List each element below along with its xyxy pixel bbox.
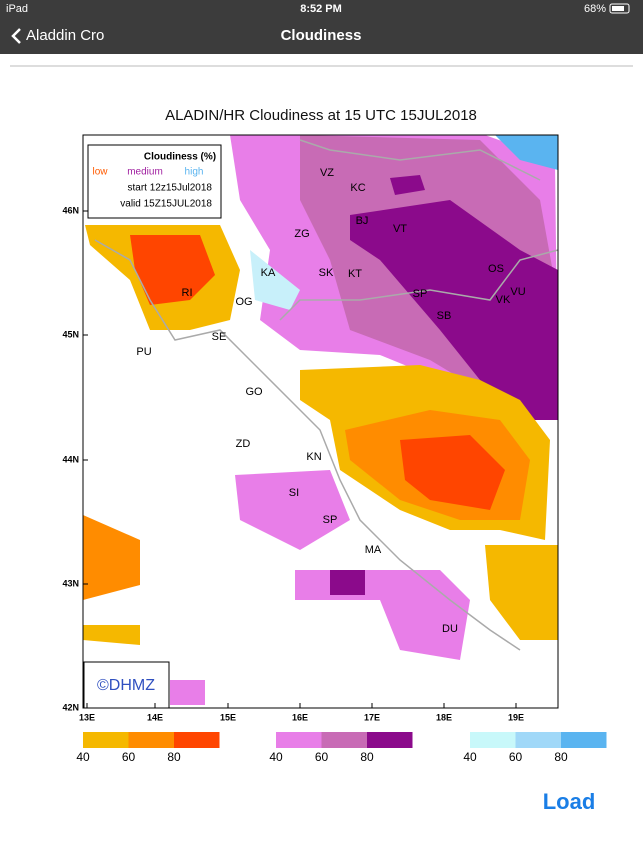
lon-label: 18E [436,712,452,722]
colorbar-label: 80 [554,750,568,764]
colorbar-segment [367,732,413,748]
place-label: SK [319,267,334,279]
legend-title: Cloudiness (%) [144,152,216,163]
place-label: KA [261,267,276,279]
colorbar-segment [128,732,174,748]
credit-box [83,661,170,709]
place-label: VZ [320,167,334,179]
cloud-low-low [485,545,558,640]
load-button[interactable]: Load [543,789,596,814]
place-label: VK [496,294,511,306]
cloud-medium-low [170,680,205,705]
place-label: PU [136,346,151,358]
map-title: ALADIN/HR Cloudiness at 15 UTC 15JUL2018 [165,107,477,124]
place-label: MA [365,544,382,556]
lon-label: 17E [364,712,380,722]
lon-label: 15E [220,712,236,722]
battery-level: 68% [584,3,606,15]
lat-label: 45N [62,329,79,339]
colorbar-label: 40 [269,750,283,764]
battery-icon [609,3,630,14]
colorbar-label: 60 [509,750,523,764]
cloud-high [495,135,558,170]
cloud-medium-high [350,200,558,420]
top-bar [0,0,643,54]
colorbar-label: 60 [122,750,136,764]
cloud-medium-high [390,175,425,195]
place-label: SP [323,514,338,526]
cloud-low-low [83,625,140,645]
place-label: ZD [236,438,251,450]
place-label: KC [350,182,365,194]
place-label: SP [413,288,428,300]
place-label: OG [235,296,252,308]
cloud-low-mid [83,515,140,600]
place-label: SE [212,331,227,343]
colorbar-segment [83,732,129,748]
lon-label: 19E [508,712,524,722]
border [279,249,559,321]
lon-label: 13E [79,712,95,722]
place-label: RI [182,287,193,299]
colorbar-label: 80 [360,750,374,764]
clock: 8:52 PM [300,3,342,15]
legend-box [87,144,222,219]
back-chevron[interactable] [11,28,21,44]
back-button[interactable]: Aladdin Cro [26,27,104,44]
device-name: iPad [6,3,28,15]
colorbar-segment [174,732,220,748]
coastline [94,239,521,651]
cloud-low-high [400,435,505,510]
lat-label: 42N [62,702,79,712]
colorbar-label: 40 [463,750,477,764]
map-frame [82,134,559,709]
lon-label: 16E [292,712,308,722]
cloud-low-high [130,235,215,305]
colorbar-label: 80 [167,750,181,764]
place-label: OS [488,263,504,275]
place-label: SB [437,310,452,322]
place-label: DU [442,623,458,635]
place-label: GO [245,386,263,398]
lat-label: 44N [62,454,79,464]
legend-start: start 12z15Jul2018 [127,183,212,194]
colorbar-segment [515,732,561,748]
colorbar-segment [321,732,367,748]
colorbar-segment [561,732,607,748]
place-label: KN [306,451,321,463]
place-label: KT [348,268,362,280]
lat-label: 43N [62,578,79,588]
place-label: BJ [356,215,369,227]
lat-label: 46N [62,205,79,215]
nav-title: Cloudiness [281,27,362,44]
legend-medium: medium [127,167,163,178]
legend-high: high [185,167,204,178]
colorbar-label: 40 [76,750,90,764]
border [299,139,541,181]
place-label: VU [510,286,525,298]
cloud-medium-low [235,470,350,550]
map: Cloudiness (%) low medium high start 12z… [82,134,559,709]
colorbar-segment [276,732,322,748]
place-label: ZG [294,228,309,240]
place-label: SI [289,487,299,499]
colorbar-label: 60 [315,750,329,764]
place-label: VT [393,223,407,235]
legend-low: low [92,167,108,178]
colorbar-segment [470,732,516,748]
legend-valid: valid 15Z15JUL2018 [120,199,212,210]
cloud-high-low [250,250,300,310]
credit: ©DHMZ [97,677,155,694]
cloud-medium-high [330,570,365,595]
lon-label: 14E [147,712,163,722]
battery-fill [612,6,624,11]
